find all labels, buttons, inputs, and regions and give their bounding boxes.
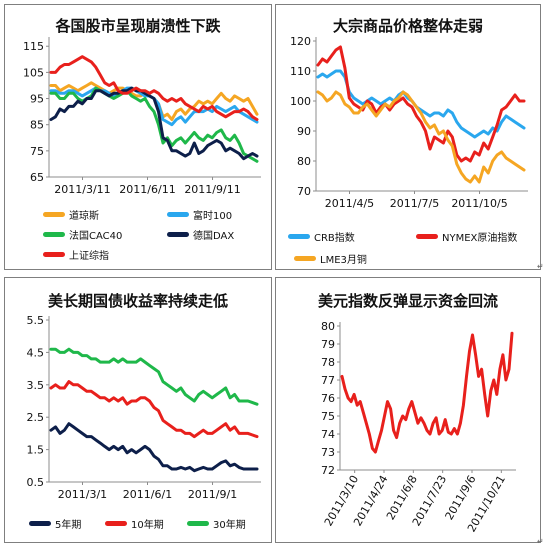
legend-item-lme-copper: LME3月铜	[294, 251, 367, 266]
series-line-2	[49, 380, 259, 439]
y-tick-label: 78	[321, 356, 335, 369]
y-tick-label: 90	[297, 125, 311, 138]
legend-swatch	[43, 212, 65, 217]
legend-label: 上证综指	[69, 251, 109, 262]
chart-panel-stocks: 各国股市呈现崩溃性下跌 65 75 85 95 105 115 2011/3/11 2011/…	[4, 4, 272, 270]
y-tick-label: 100	[290, 95, 311, 108]
series-line-1	[340, 331, 514, 454]
x-tick-label: 2011/10/5	[451, 197, 507, 210]
legend-label: 5年期	[55, 520, 82, 531]
legend-item-nymex: NYMEX原油指数	[416, 229, 517, 244]
series-line-2	[316, 45, 526, 163]
y-tick-label: 80	[321, 320, 335, 333]
y-tick-label: 115	[23, 40, 44, 53]
legend-swatch	[288, 234, 310, 239]
chart-plot-treasury: 0.5 1.5 2.5 3.5 4.5 5.5 2011/3/1 2011/6/1 2011/9…	[27, 314, 261, 501]
legend-label: 30年期	[213, 520, 246, 531]
series-line-1	[49, 422, 259, 473]
y-tick-label: 1.5	[27, 444, 45, 457]
legend-swatch	[294, 256, 316, 261]
legend-item-5y: 5年期	[29, 516, 81, 531]
paragraph-mark-icon: ↵	[537, 537, 544, 546]
y-tick-label: 73	[321, 446, 335, 459]
legend-swatch	[167, 232, 189, 237]
y-tick-label: 79	[321, 338, 335, 351]
y-tick-label: 77	[321, 374, 335, 387]
y-tick-label: 80	[297, 155, 311, 168]
legend-swatch	[187, 521, 209, 526]
x-tick-label: 2011/3/11	[54, 183, 110, 196]
y-tick-label: 110	[290, 65, 311, 78]
legend-item-dowjones: 道琼斯	[43, 207, 99, 222]
x-tick-label: 2011/4/5	[325, 197, 374, 210]
chart-title: 美长期国债收益率持续走低	[47, 292, 228, 310]
x-tick-label: 2011/9/11	[184, 183, 240, 196]
y-tick-label: 65	[30, 171, 44, 184]
legend-item-10y: 10年期	[105, 516, 164, 531]
y-tick-label: 85	[30, 119, 44, 132]
legend-label: 法国CAC40	[69, 231, 123, 242]
y-tick-label: 75	[30, 145, 44, 158]
y-tick-label: 3.5	[27, 379, 45, 392]
legend-item-crb: CRB指数	[288, 229, 355, 244]
legend-label: NYMEX原油指数	[442, 233, 518, 244]
chart-panel-commodities: 大宗商品价格整体走弱 70 80 90 100 110 120 2011/4/5 2011/7…	[275, 4, 541, 270]
legend-item-dax: 德国DAX	[167, 227, 234, 242]
x-tick-label: 2011/3/1	[58, 488, 107, 501]
y-tick-label: 70	[297, 185, 311, 198]
y-tick-label: 72	[321, 464, 335, 477]
paragraph-mark-icon: ↵	[537, 262, 544, 271]
x-tick-label: 2011/9/1	[188, 488, 237, 501]
legend-swatch	[43, 252, 65, 257]
legend-item-cac40: 法国CAC40	[43, 227, 122, 242]
y-tick-label: 2.5	[27, 411, 45, 424]
y-tick-label: 5.5	[27, 314, 45, 327]
y-tick-label: 76	[321, 392, 335, 405]
y-tick-label: 120	[290, 35, 311, 48]
chart-panel-dollar-index: 美元指数反弹显示资金回流 72 73 74 75 76 77 78 79 80 2011/3/10…	[275, 277, 541, 543]
legend-swatch	[105, 521, 127, 526]
legend-label: CRB指数	[314, 233, 355, 244]
y-tick-label: 95	[30, 93, 44, 106]
legend-item-shanghai: 上证综指	[43, 247, 109, 262]
legend-label: 10年期	[131, 520, 164, 531]
legend-swatch	[29, 521, 51, 526]
x-tick-label: 2011/6/11	[119, 183, 175, 196]
legend-label: 德国DAX	[193, 231, 235, 242]
chart-plot-commodities: 70 80 90 100 110 120 2011/4/5 2011/7/5 2011/10/5	[290, 35, 528, 210]
series-line-2	[49, 86, 259, 127]
chart-panel-treasury: 美长期国债收益率持续走低 0.5 1.5 2.5 3.5 4.5 5.5 2011/3/1 2…	[4, 277, 272, 543]
legend-label: 富时100	[193, 211, 233, 222]
y-tick-label: 0.5	[27, 476, 45, 489]
legend-swatch	[43, 232, 65, 237]
chart-title: 各国股市呈现崩溃性下跌	[55, 17, 221, 35]
legend-label: 道琼斯	[69, 211, 99, 222]
y-tick-label: 105	[23, 66, 44, 79]
chart-plot-stocks: 65 75 85 95 105 115 2011/3/11 2011/6/11 2011/9/1…	[23, 37, 261, 196]
series-line-5	[49, 55, 259, 121]
y-tick-label: 4.5	[27, 346, 45, 359]
legend-swatch	[416, 234, 438, 239]
legend-label: LME3月铜	[320, 255, 367, 266]
chart-title: 大宗商品价格整体走弱	[332, 17, 483, 35]
y-tick-label: 74	[321, 428, 335, 441]
series-line-4	[49, 86, 259, 161]
legend-item-ftse: 富时100	[167, 207, 232, 222]
chart-plot-dollar-index: 7273747576777879802011/3/102011/4/242011…	[321, 320, 516, 534]
series-line-3	[49, 347, 259, 406]
y-tick-label: 75	[321, 410, 335, 423]
legend-swatch	[167, 212, 189, 217]
x-tick-label: 2011/6/1	[123, 488, 172, 501]
series-line-3	[316, 90, 526, 184]
x-tick-label: 2011/7/5	[390, 197, 439, 210]
series-line-1	[316, 69, 526, 139]
legend-item-30y: 30年期	[187, 516, 246, 531]
chart-title: 美元指数反弹显示资金回流	[317, 292, 498, 310]
